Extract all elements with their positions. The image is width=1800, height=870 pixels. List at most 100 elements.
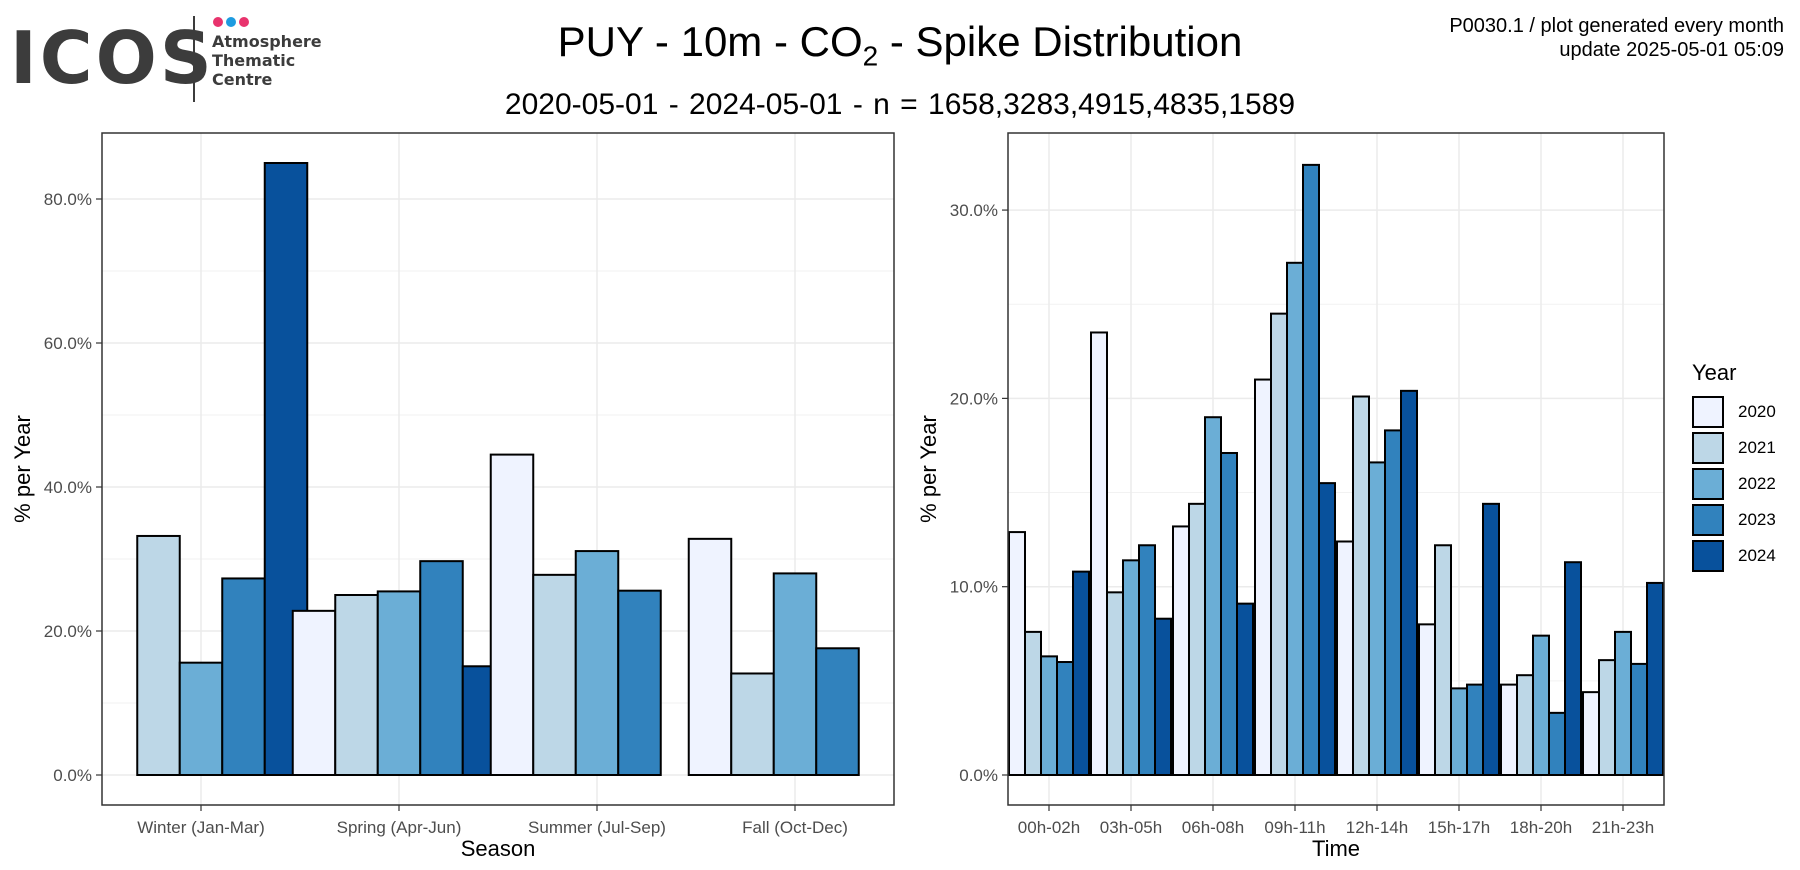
bar-2023-5 <box>1384 429 1402 776</box>
bar-2020-2 <box>291 609 337 777</box>
bar-2021-3 <box>1188 502 1206 776</box>
legend-item-2020: 2020 <box>1692 394 1776 430</box>
bar-2024-1 <box>1072 570 1090 776</box>
bar-2022-2 <box>1122 559 1140 776</box>
bar-2023-3 <box>617 589 662 776</box>
bar-2023-4 <box>815 647 860 777</box>
bar-2024-2 <box>1154 617 1172 776</box>
x-tick-label: Fall (Oct-Dec) <box>742 818 848 837</box>
y-axis-title: % per Year <box>916 415 941 523</box>
bar-2020-3 <box>489 453 535 776</box>
legend-label-2021: 2021 <box>1738 438 1776 457</box>
title-subscript: 2 <box>862 40 879 72</box>
panel-time: 0.0% 10.0% 20.0% 30.0% 00h-02h 03h-05h 06h-08h… <box>916 132 1665 861</box>
logo-sub-line-2: Thematic <box>212 51 296 70</box>
panel-border <box>1007 132 1665 806</box>
bar-2022-3 <box>574 550 620 777</box>
legend-key-2024 <box>1692 540 1724 572</box>
bar-2022-1 <box>1040 655 1058 776</box>
bar-2020-3 <box>1172 525 1190 776</box>
panel-border <box>101 132 895 806</box>
x-tick-label: 03h-05h <box>1100 818 1162 837</box>
bar-2022-3 <box>1204 416 1222 776</box>
icos-logo: ICOS Atmosphere Thematic Centre <box>10 14 330 104</box>
bar-2023-3 <box>1220 451 1238 776</box>
legend-key-2022 <box>1692 468 1724 500</box>
bar-2021-5 <box>1352 395 1370 776</box>
legend-key-2021 <box>1692 432 1724 464</box>
legend-label-2023: 2023 <box>1738 510 1776 529</box>
x-axis-title: Season <box>461 836 536 861</box>
legend-label-2022: 2022 <box>1738 474 1776 493</box>
x-tick-label: 18h-20h <box>1510 818 1572 837</box>
bar-2022-8 <box>1614 630 1632 777</box>
bar-2021-6 <box>1434 544 1452 776</box>
bar-2021-1 <box>136 534 181 777</box>
panel-season: 0.0% 20.0% 40.0% 60.0% 80.0% Winter (Jan-Mar)… <box>10 132 895 861</box>
bar-2022-7 <box>1532 634 1550 776</box>
logo-sub-line-3: Centre <box>212 70 273 89</box>
bar-2020-6 <box>1418 623 1436 776</box>
legend-item-2021: 2021 <box>1692 430 1776 466</box>
title-suffix: - Spike Distribution <box>878 18 1243 65</box>
bar-2020-7 <box>1500 683 1518 776</box>
x-tick-label: Winter (Jan-Mar) <box>137 818 265 837</box>
bar-2021-2 <box>1106 591 1124 777</box>
bar-2023-8 <box>1630 662 1648 776</box>
y-tick-label: 20.0% <box>950 389 998 408</box>
bar-2022-1 <box>178 661 224 776</box>
bar-2024-3 <box>1236 602 1254 777</box>
bar-2021-7 <box>1516 674 1534 776</box>
generation-note: P0030.1 / plot generated every month upd… <box>1449 14 1784 62</box>
bar-2021-4 <box>1270 312 1288 776</box>
chart-title: PUY - 10m - CO2 - Spike Distribution <box>0 18 1800 72</box>
bar-2023-7 <box>1548 711 1566 776</box>
legend-key-2023 <box>1692 504 1724 536</box>
title-prefix: PUY - 10m - CO <box>557 18 863 65</box>
logo-dot-2 <box>226 17 236 27</box>
note-line-2: update 2025-05-01 05:09 <box>1559 39 1784 61</box>
bar-2020-4 <box>1254 378 1272 776</box>
bar-2022-2 <box>376 590 422 777</box>
y-tick-label: 40.0% <box>44 478 92 497</box>
y-tick-label: 10.0% <box>950 578 998 597</box>
x-tick-label: 15h-17h <box>1428 818 1490 837</box>
bar-2021-1 <box>1024 630 1042 777</box>
bar-2022-4 <box>1286 261 1304 776</box>
bar-2021-2 <box>334 594 379 776</box>
bar-2023-2 <box>1138 544 1156 776</box>
legend-item-2024: 2024 <box>1692 538 1776 574</box>
x-tick-label: Summer (Jul-Sep) <box>528 818 666 837</box>
logo-sub-line-1: Atmosphere <box>212 32 322 51</box>
y-tick-label: 80.0% <box>44 190 92 209</box>
bar-2024-5 <box>1400 389 1418 776</box>
bar-2023-1 <box>221 577 266 776</box>
legend-item-2022: 2022 <box>1692 466 1776 502</box>
y-tick-label: 0.0% <box>959 766 998 785</box>
bar-2022-6 <box>1450 687 1468 777</box>
legend-label-2024: 2024 <box>1738 546 1776 565</box>
x-tick-label: Spring (Apr-Jun) <box>337 818 462 837</box>
bar-2021-4 <box>730 672 775 776</box>
bar-2020-1 <box>1008 531 1026 776</box>
legend-label-2020: 2020 <box>1738 402 1776 421</box>
logo-wordmark: ICOS <box>10 16 215 100</box>
x-tick-label: 21h-23h <box>1592 818 1654 837</box>
legend-title: Year <box>1692 360 1737 385</box>
x-tick-label: 09h-11h <box>1264 818 1325 837</box>
bar-2023-2 <box>419 560 464 776</box>
bar-2023-1 <box>1056 661 1074 776</box>
bar-2021-8 <box>1598 659 1616 777</box>
bar-2024-6 <box>1482 502 1500 776</box>
bar-2020-4 <box>687 537 733 777</box>
bar-2024-7 <box>1564 561 1582 776</box>
chart-subtitle: 2020-05-01 - 2024-05-01 - n = 1658,3283,… <box>504 88 1296 121</box>
note-line-1: P0030.1 / plot generated every month <box>1449 15 1784 37</box>
legend-item-2023: 2023 <box>1692 502 1776 538</box>
y-tick-label: 30.0% <box>950 201 998 220</box>
bar-2023-6 <box>1466 683 1484 776</box>
bar-2022-4 <box>772 572 818 777</box>
logo-subtitle: Atmosphere Thematic Centre <box>212 32 322 89</box>
bar-2023-4 <box>1302 163 1320 777</box>
x-tick-label: 00h-02h <box>1018 818 1080 837</box>
